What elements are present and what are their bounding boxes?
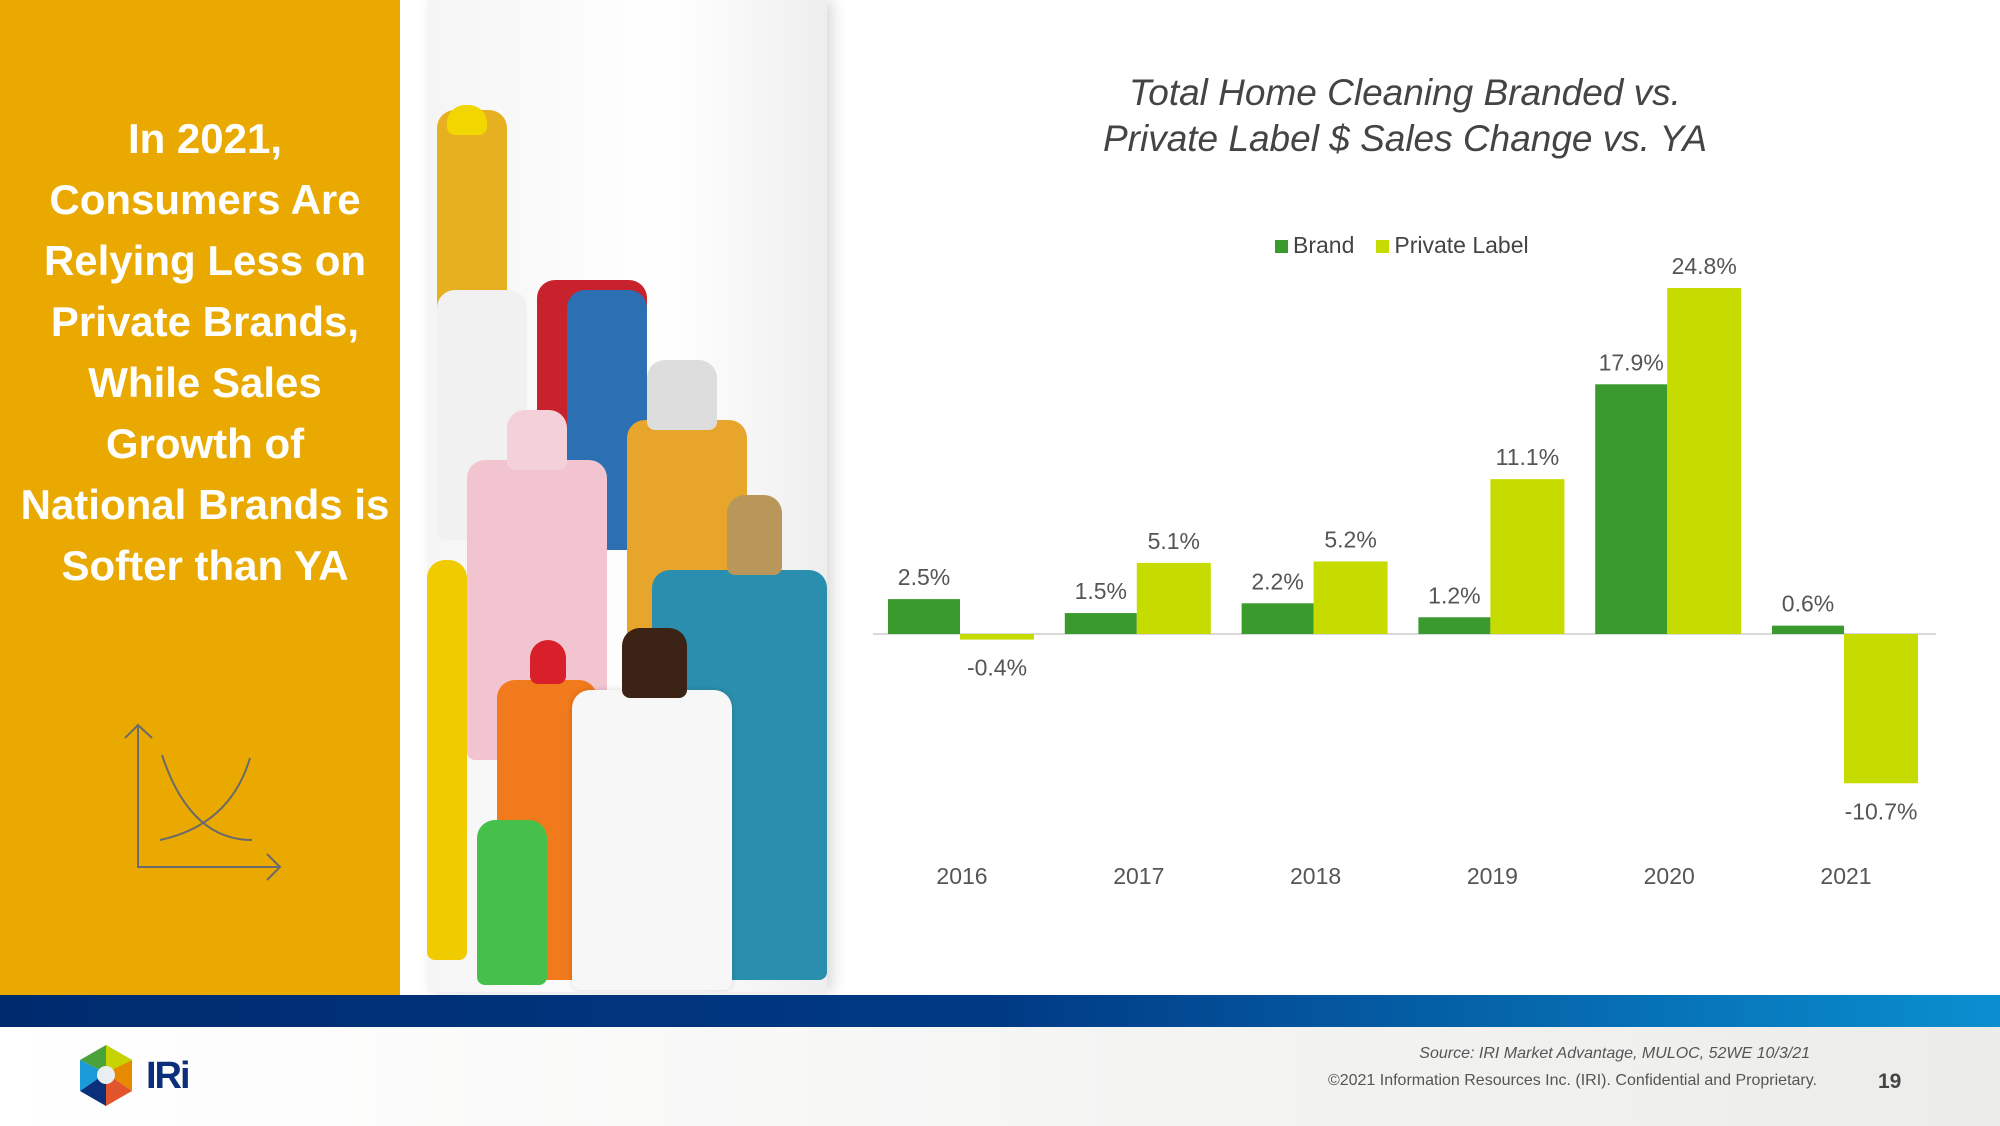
copyright: ©2021 Information Resources Inc. (IRI). … bbox=[1327, 1072, 1817, 1089]
headline-panel: In 2021, Consumers Are Relying Less on P… bbox=[0, 0, 400, 995]
iri-logo-icon bbox=[80, 1045, 132, 1106]
bar-private-label-2020 bbox=[1667, 288, 1742, 634]
data-label: 5.2% bbox=[1324, 526, 1376, 552]
bar-brand-2019 bbox=[1418, 617, 1491, 634]
bar-private-label-2019 bbox=[1490, 479, 1565, 634]
legend-item-private-label: Private Label bbox=[1376, 232, 1529, 259]
data-label: 17.9% bbox=[1599, 349, 1664, 375]
x-tick-label: 2018 bbox=[1290, 863, 1341, 889]
bar-brand-2018 bbox=[1241, 603, 1314, 634]
chart-title-line-2: Private Label $ Sales Change vs. YA bbox=[1102, 118, 1708, 159]
data-label: 1.2% bbox=[1428, 582, 1480, 608]
legend-swatch-private-label bbox=[1376, 240, 1390, 253]
x-tick-label: 2020 bbox=[1644, 863, 1695, 889]
legend-item-brand: Brand bbox=[1275, 232, 1354, 259]
data-label: 2.5% bbox=[898, 564, 950, 590]
bar-brand-2021 bbox=[1772, 625, 1844, 634]
bar-brand-2017 bbox=[1064, 613, 1137, 634]
data-label: 5.1% bbox=[1148, 528, 1200, 554]
data-label: 0.6% bbox=[1782, 591, 1834, 617]
legend-label-brand: Brand bbox=[1293, 232, 1355, 258]
bar-private-label-2018 bbox=[1313, 561, 1388, 634]
legend-swatch-brand bbox=[1275, 240, 1288, 253]
legend: Brand Private Label bbox=[1275, 232, 1529, 259]
bar-brand-2016 bbox=[888, 599, 960, 634]
cleaning-bottles-photo bbox=[427, 0, 827, 992]
page-number: 19 bbox=[1878, 1070, 1902, 1093]
x-tick-label: 2019 bbox=[1467, 863, 1518, 889]
chart-title: Total Home Cleaning Branded vs. Private … bbox=[1005, 70, 1805, 162]
footer-band bbox=[0, 995, 2000, 1027]
legend-label-private-label: Private Label bbox=[1394, 232, 1529, 258]
data-label: 24.8% bbox=[1672, 253, 1737, 279]
bar-chart: 2016 2.5% -0.4% 2017 1.5% 5.1% 2018 2.2% 5.2% 201… bbox=[873, 253, 1936, 889]
x-tick-label: 2016 bbox=[936, 863, 987, 889]
x-tick-label: 2021 bbox=[1820, 863, 1871, 889]
bar-brand-2020 bbox=[1595, 384, 1668, 634]
data-label: -0.4% bbox=[967, 655, 1027, 681]
source-note: Source: IRI Market Advantage, MULOC, 52W… bbox=[1419, 1045, 1810, 1062]
footer bbox=[0, 1027, 2000, 1126]
graph-curves-icon bbox=[124, 723, 282, 881]
bar-private-label-2016 bbox=[960, 634, 1034, 640]
data-label: 2.2% bbox=[1251, 568, 1303, 594]
data-label: -10.7% bbox=[1845, 798, 1918, 824]
x-tick-label: 2017 bbox=[1113, 863, 1164, 889]
iri-logo-text: IRi bbox=[146, 1055, 191, 1097]
bar-private-label-2017 bbox=[1136, 562, 1211, 634]
data-label: 11.1% bbox=[1496, 444, 1560, 470]
data-label: 1.5% bbox=[1075, 578, 1127, 604]
headline: In 2021, Consumers Are Relying Less on P… bbox=[20, 115, 390, 589]
bar-private-label-2021 bbox=[1844, 634, 1918, 784]
chart-title-line-1: Total Home Cleaning Branded vs. bbox=[1129, 72, 1681, 113]
